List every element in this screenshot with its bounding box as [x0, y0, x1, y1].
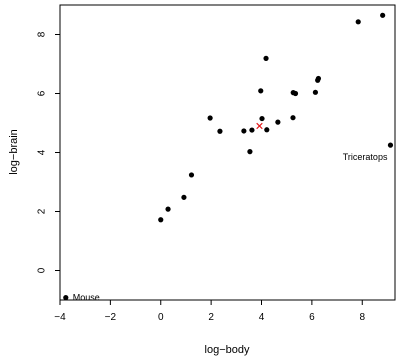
data-point — [207, 115, 213, 121]
data-point — [290, 115, 296, 121]
x-tick-label: −4 — [54, 312, 66, 323]
data-point — [217, 128, 223, 134]
data-point — [181, 194, 187, 200]
data-points — [63, 12, 394, 301]
data-point — [165, 206, 171, 212]
y-tick-label: 0 — [37, 267, 48, 273]
highlight-cross-point — [256, 122, 263, 130]
x-axis: −4 −2 0 2 4 6 8 — [54, 300, 365, 323]
annotation-label: Triceratops — [343, 152, 388, 162]
data-point — [312, 89, 319, 95]
data-point — [292, 90, 299, 97]
data-point — [355, 19, 361, 25]
x-tick-label: 0 — [158, 312, 164, 323]
data-point — [380, 12, 386, 18]
x-tick-label: −2 — [105, 312, 117, 323]
data-point — [158, 217, 164, 223]
x-tick-label: 8 — [359, 312, 365, 323]
data-point — [247, 149, 253, 155]
y-axis: 0 2 4 6 8 — [37, 31, 60, 273]
data-point — [188, 172, 195, 178]
data-point — [263, 55, 269, 61]
data-point — [63, 295, 69, 301]
y-tick-label: 6 — [37, 90, 48, 96]
data-point — [241, 128, 247, 134]
annotation-label: Mouse — [73, 293, 100, 303]
x-tick-label: 2 — [208, 312, 214, 323]
y-tick-label: 4 — [37, 149, 48, 155]
cross-stroke — [256, 122, 263, 130]
data-point — [275, 119, 281, 125]
y-tick-label: 8 — [37, 31, 48, 37]
data-point — [258, 88, 264, 94]
point-annotations: Mouse Triceratops — [73, 152, 388, 303]
y-tick-label: 2 — [37, 208, 48, 214]
x-tick-label: 4 — [259, 312, 265, 323]
x-tick-label: 6 — [309, 312, 315, 323]
x-axis-label: log−body — [205, 344, 250, 356]
data-point — [249, 127, 255, 133]
data-point — [315, 75, 322, 82]
data-point — [387, 142, 394, 148]
y-axis-label: log−brain — [8, 129, 20, 175]
data-point — [264, 127, 270, 133]
data-point — [259, 115, 265, 122]
